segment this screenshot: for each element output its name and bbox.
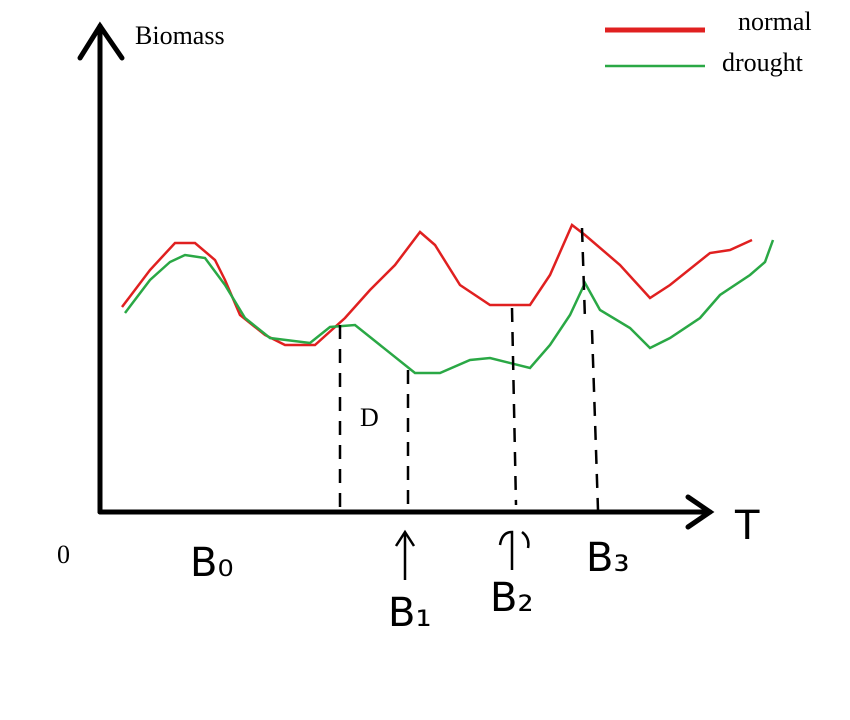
legend-label: normal: [738, 7, 812, 36]
point-label: B₀: [190, 540, 233, 586]
region-label: D: [360, 403, 379, 432]
marker-line: [580, 227, 587, 321]
x-axis-label: T: [734, 503, 760, 549]
origin-label: 0: [57, 540, 70, 569]
drought-curve: [124, 239, 775, 375]
b2-hook: [498, 530, 530, 570]
x-arrowhead: [685, 494, 715, 530]
markers: [338, 227, 600, 512]
y-arrowhead: [77, 21, 125, 61]
b1-arrow: [394, 529, 416, 580]
point-label: B₁: [388, 590, 431, 636]
marker-line: [510, 307, 518, 506]
point-label: B₃: [586, 535, 629, 581]
y-axis-label: Biomass: [135, 21, 225, 50]
marker-line: [590, 329, 600, 511]
axes: [77, 21, 715, 530]
point-label: B₂: [490, 575, 533, 621]
legend-label: drought: [722, 48, 804, 77]
normal-curve: [121, 223, 753, 347]
